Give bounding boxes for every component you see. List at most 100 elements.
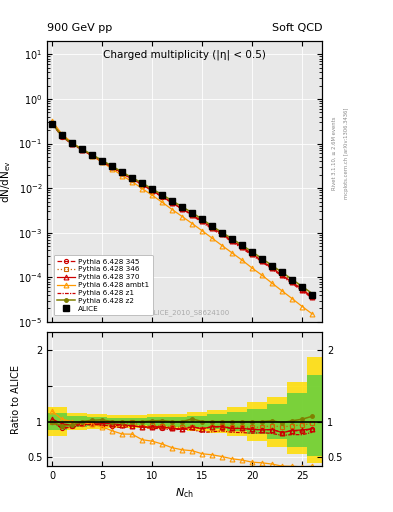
Pythia 6.428 z1 — [180, 206, 185, 212]
Pythia 6.428 346 — [190, 212, 195, 218]
Pythia 6.428 346 — [80, 146, 84, 153]
Pythia 6.428 z2 — [280, 269, 285, 275]
Pythia 6.428 ambt1 — [230, 250, 235, 256]
ALICE — [150, 186, 154, 192]
Pythia 6.428 370 — [90, 153, 95, 159]
Pythia 6.428 345 — [250, 251, 255, 257]
Line: Pythia 6.428 370: Pythia 6.428 370 — [50, 120, 315, 300]
ALICE — [280, 269, 285, 275]
Pythia 6.428 346 — [120, 170, 125, 176]
Line: ALICE: ALICE — [50, 121, 315, 298]
Pythia 6.428 370 — [300, 286, 305, 292]
Pythia 6.428 ambt1 — [180, 214, 185, 220]
Pythia 6.428 z2 — [90, 152, 95, 158]
Pythia 6.428 346 — [100, 158, 105, 164]
Line: Pythia 6.428 345: Pythia 6.428 345 — [50, 121, 314, 299]
Pythia 6.428 345 — [180, 206, 185, 212]
ALICE — [220, 229, 224, 236]
Pythia 6.428 346 — [90, 153, 95, 159]
Pythia 6.428 370 — [170, 200, 174, 206]
ALICE — [90, 152, 95, 158]
Pythia 6.428 346 — [210, 225, 215, 231]
Pythia 6.428 346 — [310, 292, 315, 298]
Text: mcplots.cern.ch [arXiv:1306.3436]: mcplots.cern.ch [arXiv:1306.3436] — [344, 108, 349, 199]
Line: Pythia 6.428 ambt1: Pythia 6.428 ambt1 — [50, 119, 315, 316]
Pythia 6.428 345 — [150, 187, 154, 194]
Pythia 6.428 370 — [130, 176, 134, 182]
Pythia 6.428 370 — [70, 140, 75, 146]
Pythia 6.428 345 — [270, 265, 275, 271]
Pythia 6.428 346 — [50, 120, 55, 126]
Pythia 6.428 ambt1 — [70, 139, 75, 145]
Pythia 6.428 ambt1 — [270, 280, 275, 286]
Pythia 6.428 345 — [260, 258, 264, 264]
Pythia 6.428 370 — [290, 279, 295, 285]
Text: Soft QCD: Soft QCD — [272, 23, 322, 33]
ALICE — [250, 249, 255, 255]
ALICE — [160, 192, 165, 198]
Pythia 6.428 345 — [90, 153, 95, 159]
Pythia 6.428 370 — [190, 212, 195, 218]
Pythia 6.428 ambt1 — [120, 173, 125, 179]
Pythia 6.428 z2 — [240, 242, 244, 248]
Pythia 6.428 ambt1 — [50, 118, 55, 124]
Pythia 6.428 345 — [120, 170, 125, 176]
Pythia 6.428 345 — [130, 176, 134, 182]
Pythia 6.428 ambt1 — [210, 235, 215, 241]
Pythia 6.428 370 — [120, 170, 125, 176]
Pythia 6.428 345 — [100, 159, 105, 165]
Pythia 6.428 346 — [200, 218, 205, 224]
Y-axis label: dN/dN$_{\rm ev}$: dN/dN$_{\rm ev}$ — [0, 160, 13, 203]
Pythia 6.428 z1 — [60, 134, 64, 140]
Pythia 6.428 z1 — [150, 188, 154, 194]
Pythia 6.428 z1 — [90, 153, 95, 159]
Pythia 6.428 346 — [130, 175, 134, 181]
ALICE — [310, 292, 315, 298]
ALICE — [270, 263, 275, 269]
Pythia 6.428 ambt1 — [250, 265, 255, 271]
Pythia 6.428 z2 — [180, 204, 185, 210]
Pythia 6.428 z1 — [250, 252, 255, 259]
Pythia 6.428 z2 — [310, 290, 315, 296]
ALICE — [180, 204, 185, 210]
Pythia 6.428 z2 — [70, 140, 75, 146]
Pythia 6.428 z1 — [200, 219, 205, 225]
Pythia 6.428 z1 — [110, 164, 114, 170]
Pythia 6.428 346 — [270, 264, 275, 270]
Pythia 6.428 ambt1 — [280, 288, 285, 294]
Pythia 6.428 z2 — [170, 198, 174, 204]
Pythia 6.428 z2 — [130, 175, 134, 181]
Pythia 6.428 370 — [270, 265, 275, 271]
Pythia 6.428 345 — [140, 181, 145, 187]
Pythia 6.428 ambt1 — [90, 153, 95, 159]
Pythia 6.428 z1 — [210, 226, 215, 232]
Pythia 6.428 346 — [180, 205, 185, 211]
Pythia 6.428 ambt1 — [80, 146, 84, 153]
ALICE — [130, 175, 134, 181]
Pythia 6.428 346 — [160, 193, 165, 199]
Pythia 6.428 z1 — [290, 281, 295, 287]
ALICE — [110, 163, 114, 169]
Pythia 6.428 345 — [80, 147, 84, 153]
Pythia 6.428 346 — [110, 164, 114, 170]
Legend: Pythia 6.428 345, Pythia 6.428 346, Pythia 6.428 370, Pythia 6.428 ambt1, Pythia: Pythia 6.428 345, Pythia 6.428 346, Pyth… — [53, 255, 153, 315]
ALICE — [230, 236, 235, 242]
Pythia 6.428 z1 — [240, 245, 244, 251]
Pythia 6.428 z1 — [230, 239, 235, 245]
Pythia 6.428 z1 — [130, 176, 134, 182]
Pythia 6.428 ambt1 — [310, 311, 315, 317]
Pythia 6.428 z1 — [280, 273, 285, 280]
Pythia 6.428 345 — [200, 218, 205, 224]
Pythia 6.428 370 — [50, 120, 55, 126]
Pythia 6.428 z1 — [70, 141, 75, 147]
Pythia 6.428 346 — [280, 271, 285, 277]
Pythia 6.428 z2 — [210, 223, 215, 229]
Pythia 6.428 ambt1 — [110, 166, 114, 172]
Pythia 6.428 370 — [110, 164, 114, 170]
Pythia 6.428 ambt1 — [160, 199, 165, 205]
Pythia 6.428 345 — [310, 294, 315, 300]
Pythia 6.428 345 — [300, 287, 305, 293]
Pythia 6.428 z2 — [160, 191, 165, 198]
Pythia 6.428 ambt1 — [60, 132, 64, 138]
Pythia 6.428 346 — [70, 140, 75, 146]
